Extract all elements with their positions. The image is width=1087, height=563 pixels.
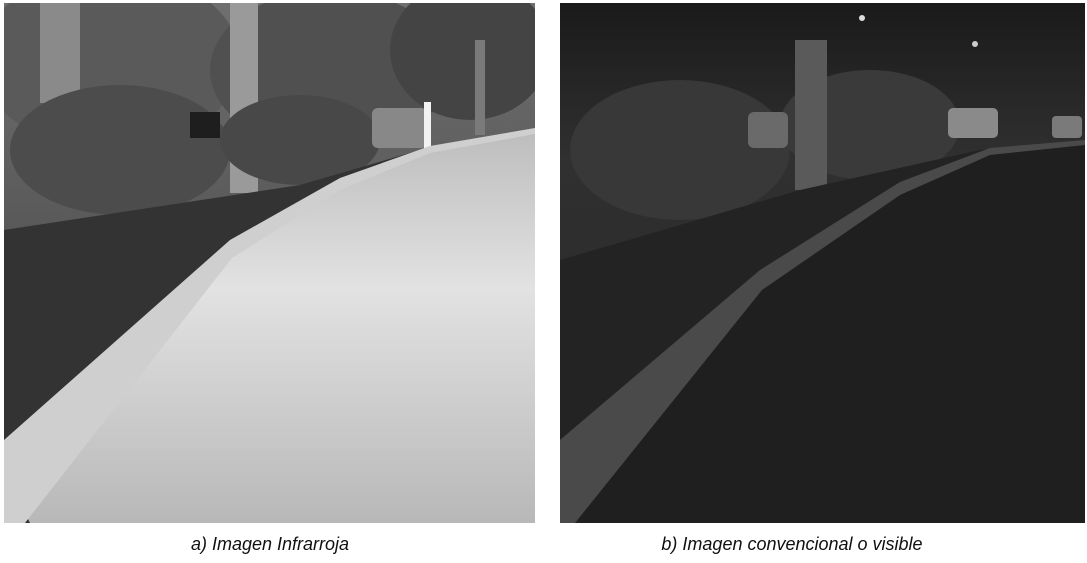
figure: a) Imagen Infrarroja b) Imagen convencio… [0, 0, 1087, 563]
visible-image [560, 3, 1085, 523]
caption: b) Imagen convencional o visible [661, 534, 922, 554]
caption: a) Imagen Infrarroja [191, 534, 349, 554]
infrared-image [0, 0, 550, 523]
